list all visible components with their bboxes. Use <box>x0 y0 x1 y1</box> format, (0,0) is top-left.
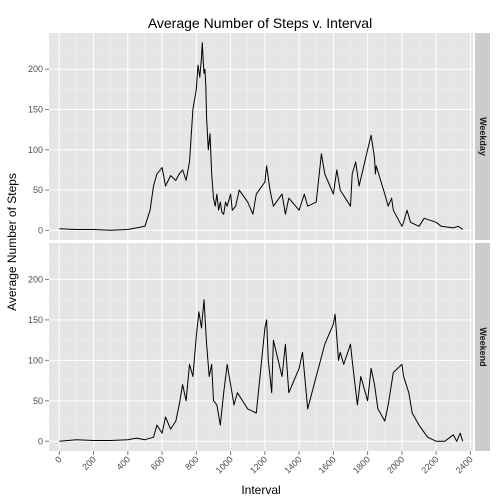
y-tick-label: 50 <box>33 185 43 195</box>
x-tick-label: 400 <box>115 454 133 472</box>
x-tick-label: 1000 <box>214 454 235 475</box>
x-tick-label: 1600 <box>317 454 338 475</box>
x-tick-label: 200 <box>80 454 98 472</box>
panel-background-weekend <box>49 243 473 451</box>
y-tick-label: 0 <box>38 225 43 235</box>
y-tick-label: 0 <box>38 436 43 446</box>
y-tick-label: 150 <box>28 315 43 325</box>
series-line-weekday <box>59 42 463 231</box>
series-line-weekend <box>59 299 464 442</box>
y-axis-title: Average Number of Steps <box>5 173 19 311</box>
y-tick-label: 100 <box>28 355 43 365</box>
x-tick-label: 1800 <box>351 454 372 475</box>
y-tick-label: 100 <box>28 145 43 155</box>
y-tick-label: 200 <box>28 64 43 74</box>
y-tick-label: 50 <box>33 396 43 406</box>
x-tick-label: 600 <box>149 454 167 472</box>
x-tick-label: 2400 <box>454 454 475 475</box>
y-tick-label: 150 <box>28 105 43 115</box>
facet-strip-weekday <box>475 33 490 240</box>
x-axis-title: Interval <box>241 483 280 497</box>
x-tick-label: 1200 <box>248 454 269 475</box>
y-tick-label: 200 <box>28 274 43 284</box>
facet-label-weekday: Weekday <box>478 117 488 156</box>
x-tick-label: 800 <box>183 454 201 472</box>
panel-background-weekday <box>49 33 473 240</box>
chart-title: Average Number of Steps v. Interval <box>148 15 372 31</box>
x-tick-label: 1400 <box>282 454 303 475</box>
x-tick-label: 2000 <box>385 454 406 475</box>
facet-strip-weekend <box>475 243 490 451</box>
x-tick-label: 0 <box>53 454 64 465</box>
x-tick-label: 2200 <box>419 454 440 475</box>
facet-label-weekend: Weekend <box>478 327 488 366</box>
